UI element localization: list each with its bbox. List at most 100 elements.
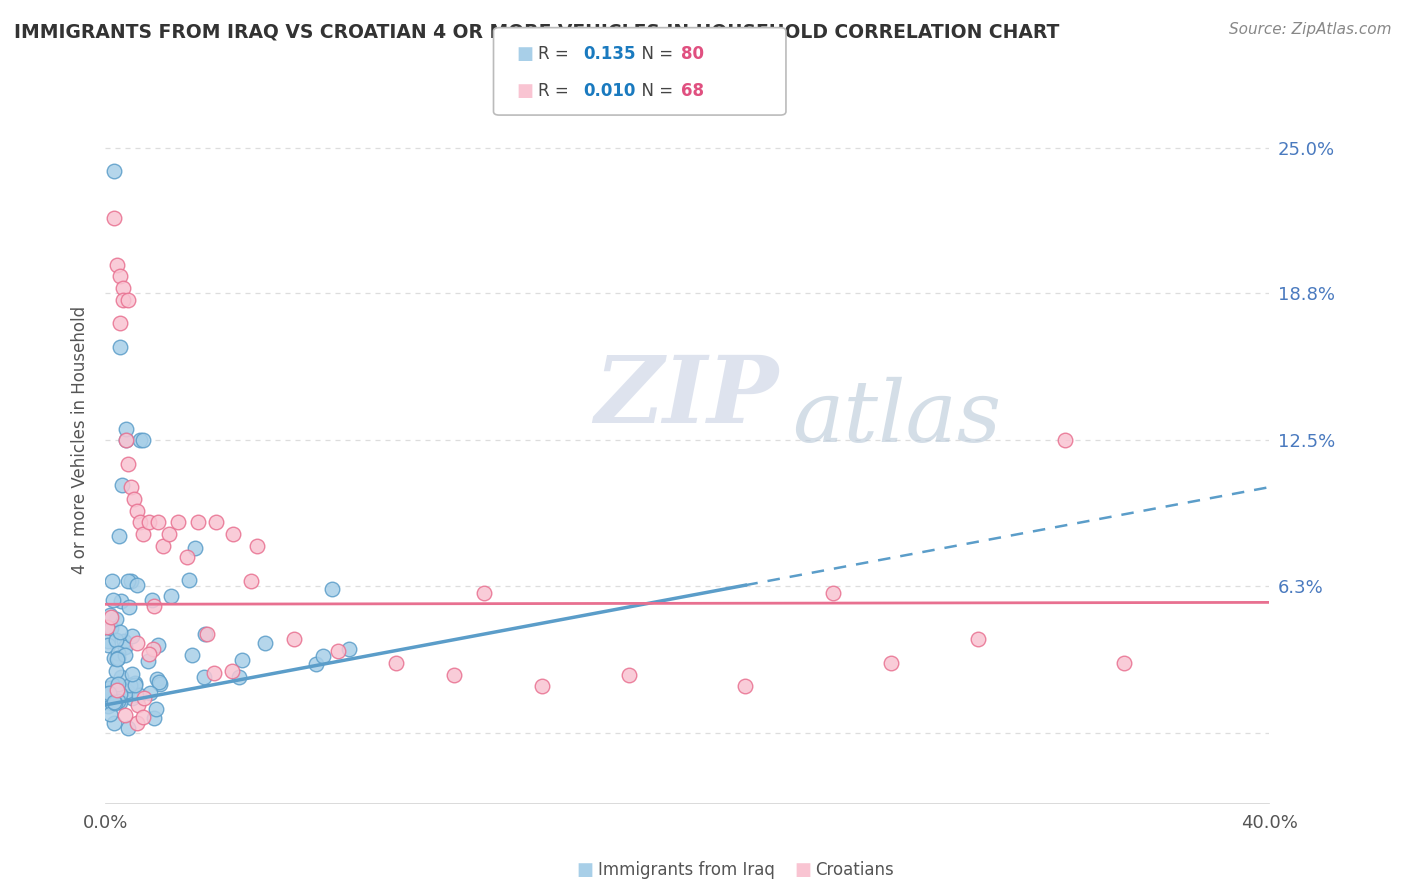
Point xyxy=(114,708,136,723)
Point xyxy=(148,675,170,690)
Text: atlas: atlas xyxy=(792,377,1001,460)
Point xyxy=(142,599,165,613)
Point xyxy=(132,434,155,448)
Point xyxy=(114,648,136,662)
Text: N =: N = xyxy=(631,82,679,101)
Point xyxy=(108,269,131,284)
Point xyxy=(114,422,136,436)
Point xyxy=(204,516,226,530)
Point xyxy=(138,648,160,662)
Point xyxy=(129,434,152,448)
Point xyxy=(231,653,253,667)
Point xyxy=(111,478,134,492)
Point xyxy=(101,574,124,588)
Point xyxy=(530,679,553,693)
Point xyxy=(117,293,139,307)
Point xyxy=(112,634,135,648)
Point xyxy=(245,539,267,553)
Point xyxy=(157,527,180,541)
Point xyxy=(101,696,124,710)
Point xyxy=(149,677,172,691)
Point xyxy=(180,648,202,662)
Point xyxy=(103,164,125,178)
Point xyxy=(385,656,408,670)
Text: ■: ■ xyxy=(576,861,593,879)
Text: R =: R = xyxy=(538,45,575,62)
Point xyxy=(97,633,120,648)
Point xyxy=(124,491,146,506)
Point xyxy=(112,690,135,704)
Point xyxy=(103,650,125,665)
Point xyxy=(107,646,129,660)
Point xyxy=(105,612,128,626)
Point xyxy=(146,672,169,686)
Point xyxy=(107,693,129,707)
Point xyxy=(100,686,122,700)
Point xyxy=(136,654,159,668)
Point xyxy=(104,664,127,678)
Point xyxy=(120,574,142,588)
Point xyxy=(821,585,844,599)
Text: ■: ■ xyxy=(516,45,533,62)
Point xyxy=(110,670,132,684)
Point xyxy=(283,632,305,647)
Text: R =: R = xyxy=(538,82,575,101)
Point xyxy=(121,629,143,643)
Point xyxy=(143,711,166,725)
Point xyxy=(131,710,153,724)
Point xyxy=(193,670,215,684)
Point xyxy=(105,258,128,272)
Point xyxy=(132,527,155,541)
Point xyxy=(96,620,118,634)
Point xyxy=(96,687,118,701)
Point xyxy=(107,651,129,665)
Point xyxy=(125,578,148,592)
Point xyxy=(114,640,136,654)
Text: 0.135: 0.135 xyxy=(583,45,636,62)
Point xyxy=(148,638,170,652)
Point xyxy=(104,687,127,701)
Point xyxy=(326,644,349,658)
Text: ■: ■ xyxy=(794,861,811,879)
Point xyxy=(114,434,136,448)
Point xyxy=(108,340,131,354)
Point xyxy=(195,627,218,641)
Point xyxy=(108,625,131,640)
Point xyxy=(221,664,243,678)
Point xyxy=(97,639,120,653)
Point xyxy=(184,541,207,555)
Point xyxy=(117,574,139,588)
Point xyxy=(146,516,169,530)
Text: Croatians: Croatians xyxy=(815,861,894,879)
Point xyxy=(97,698,120,713)
Text: IMMIGRANTS FROM IRAQ VS CROATIAN 4 OR MORE VEHICLES IN HOUSEHOLD CORRELATION CHA: IMMIGRANTS FROM IRAQ VS CROATIAN 4 OR MO… xyxy=(14,22,1060,41)
Point xyxy=(105,683,128,698)
Point xyxy=(111,293,134,307)
Point xyxy=(1112,656,1135,670)
Point xyxy=(104,688,127,702)
Point xyxy=(254,636,277,650)
Point xyxy=(194,627,217,641)
Point xyxy=(121,666,143,681)
Point xyxy=(125,636,148,650)
Point xyxy=(128,688,150,702)
Point xyxy=(177,573,200,587)
Point xyxy=(104,696,127,710)
Point xyxy=(145,702,167,716)
Point xyxy=(125,716,148,731)
Point xyxy=(105,652,128,666)
Point xyxy=(239,574,262,588)
Point xyxy=(101,593,124,607)
Point xyxy=(108,529,131,543)
Point xyxy=(98,686,121,700)
Point xyxy=(337,642,360,657)
Text: ZIP: ZIP xyxy=(595,351,779,442)
Point xyxy=(115,684,138,698)
Point xyxy=(139,686,162,700)
Text: Source: ZipAtlas.com: Source: ZipAtlas.com xyxy=(1229,22,1392,37)
Point xyxy=(127,698,149,712)
Point xyxy=(159,590,181,604)
Point xyxy=(305,657,328,671)
Point xyxy=(472,585,495,599)
Point xyxy=(108,687,131,701)
